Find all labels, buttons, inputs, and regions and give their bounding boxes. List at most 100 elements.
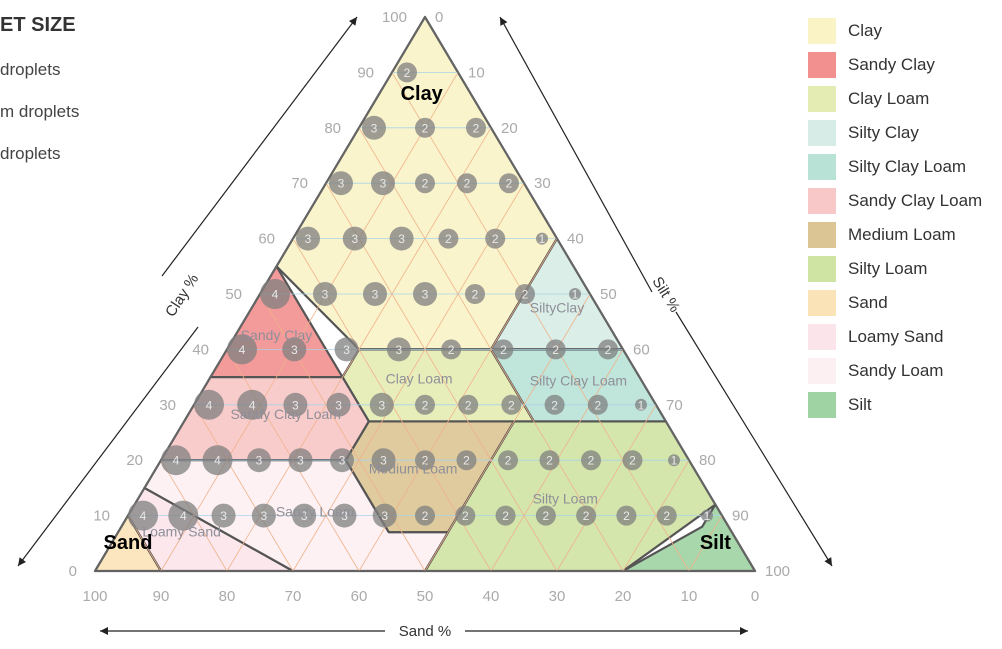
droplet-marker: [329, 171, 353, 196]
droplet-value: 1: [572, 288, 579, 302]
droplet-marker: [247, 448, 271, 473]
droplet-value: 2: [663, 509, 670, 523]
clay-tick-label: 40: [192, 341, 209, 358]
clay-tick-label: 70: [291, 175, 308, 192]
droplet-value: 2: [594, 398, 601, 412]
droplet-marker: [515, 284, 535, 304]
droplet-marker: [371, 171, 395, 196]
sand-axis-arrow-head: [100, 627, 108, 635]
legend-item: Silt: [808, 388, 982, 422]
droplet-marker: [616, 505, 637, 526]
droplet-value: 4: [206, 398, 213, 412]
droplet-value: 3: [351, 232, 358, 246]
grid-line: [391, 72, 690, 572]
region-label: Silty Loam: [533, 491, 598, 507]
droplet-value: 2: [506, 177, 513, 191]
droplet-value: 2: [508, 398, 515, 412]
grid-line: [193, 404, 294, 572]
droplet-value: 2: [465, 398, 472, 412]
droplet-marker: [251, 503, 276, 528]
legend-label: Sandy Loam: [848, 361, 944, 380]
legend-swatch: [808, 86, 836, 112]
droplet-value: 3: [338, 177, 345, 191]
legend-item: Sandy Clay: [808, 48, 982, 82]
legend-item: Silty Clay Loam: [808, 150, 982, 184]
legend-swatch: [808, 18, 836, 44]
droplet-value: 2: [583, 509, 590, 523]
region-label: Clay Loam: [386, 371, 453, 387]
silt-tick-label: 50: [600, 286, 617, 303]
legend-swatch: [808, 324, 836, 350]
legend-swatch: [808, 358, 836, 384]
clay-axis-arrow: [161, 16, 358, 277]
droplet-marker: [332, 503, 357, 528]
droplet-marker: [313, 282, 337, 306]
grid-line: [688, 515, 723, 572]
clay-axis-label: Clay %: [162, 271, 202, 320]
silt-axis-arrow: [675, 311, 833, 567]
droplet-value: 3: [261, 509, 268, 523]
droplet-value: 2: [445, 232, 452, 246]
droplet-marker: [581, 450, 601, 471]
droplet-value: 2: [502, 509, 509, 523]
droplet-marker: [227, 334, 257, 365]
droplet-value: 3: [378, 398, 385, 412]
grid-line: [556, 404, 657, 572]
droplet-marker: [455, 505, 476, 526]
droplet-value: 4: [214, 454, 221, 468]
droplet-marker: [296, 226, 320, 251]
droplet-value: 2: [422, 509, 429, 523]
droplet-size-item: m droplets: [0, 102, 80, 121]
droplet-value: 2: [404, 66, 411, 80]
droplet-value: 2: [552, 343, 559, 357]
sand-tick-label: 60: [351, 588, 368, 605]
silt-tick-label: 10: [468, 64, 485, 81]
droplet-marker: [545, 339, 566, 360]
droplet-value: 3: [291, 343, 298, 357]
sand-axis-arrow-head: [740, 627, 748, 635]
droplet-marker: [587, 394, 608, 415]
clay-tick-label: 100: [382, 9, 407, 26]
grid-line: [325, 182, 558, 572]
droplet-marker: [386, 337, 411, 362]
clay-axis-arrow-head: [348, 17, 357, 26]
droplet-value: 3: [297, 454, 304, 468]
droplet-value: 3: [256, 454, 263, 468]
silt-axis-arrow-head: [500, 17, 508, 26]
droplet-value: 4: [249, 398, 256, 412]
droplet-marker: [438, 228, 459, 249]
region-label: Sandy Clay Loam: [230, 406, 341, 422]
droplet-value: 2: [462, 509, 469, 523]
corner-label-clay: Clay: [401, 83, 444, 105]
region-label: Loamy Sand: [142, 523, 221, 539]
droplet-marker: [363, 282, 387, 306]
droplet-value: 3: [220, 509, 227, 523]
droplet-marker: [334, 337, 359, 362]
legend-item: Sandy Loam: [808, 354, 982, 388]
legend-label: Sandy Clay: [848, 55, 935, 74]
droplet-marker: [415, 117, 435, 138]
legend-item: Silty Clay: [808, 116, 982, 150]
sand-tick-label: 90: [153, 588, 170, 605]
droplet-marker: [501, 394, 522, 415]
silt-tick-label: 40: [567, 231, 584, 248]
clay-tick-label: 80: [324, 120, 341, 137]
legend-label: Sand: [848, 293, 888, 312]
droplet-value: 2: [464, 177, 471, 191]
droplet-marker: [326, 392, 351, 417]
legend-swatch: [808, 222, 836, 248]
droplet-value: 2: [463, 454, 470, 468]
legend-label: Silty Loam: [848, 259, 928, 278]
droplet-marker: [415, 173, 435, 194]
legend-swatch: [808, 188, 836, 214]
droplet-value: 3: [322, 288, 329, 302]
droplet-marker: [283, 392, 308, 417]
droplet-value: 4: [140, 509, 147, 523]
legend-label: Silty Clay: [848, 123, 919, 142]
region-label: Sandy Clay: [241, 327, 313, 343]
legend-swatch: [808, 256, 836, 282]
grid-line: [160, 72, 459, 572]
silt-tick-label: 80: [699, 452, 716, 469]
